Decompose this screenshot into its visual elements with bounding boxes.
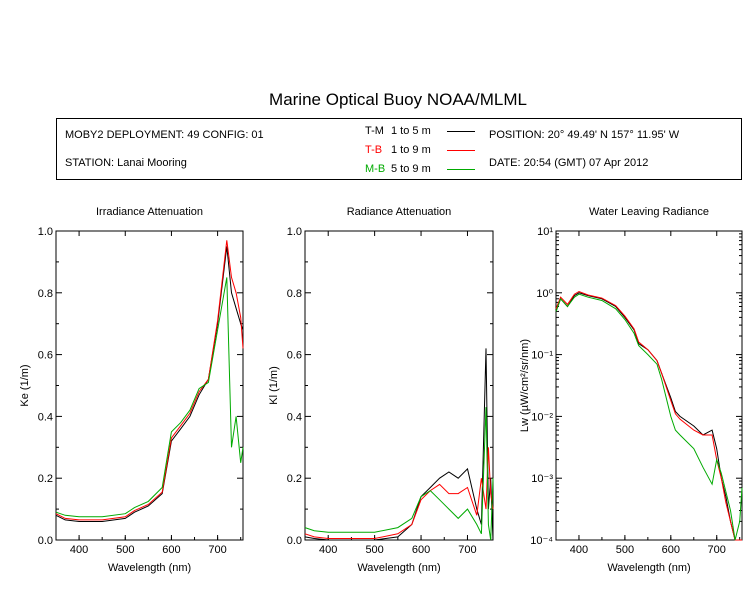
legend-code-tb: T-B xyxy=(365,144,383,156)
series-line-t-m xyxy=(555,292,742,541)
x-tick-label: 400 xyxy=(319,544,337,556)
series-line-m-b xyxy=(304,407,494,541)
series-line-m-b xyxy=(55,277,244,518)
x-tick-label: 700 xyxy=(208,544,226,556)
plot-frame xyxy=(304,230,494,541)
chart-title: Radiance Attenuation xyxy=(347,206,452,218)
y-tick-label: 0.6 xyxy=(287,350,302,362)
series-line-t-b xyxy=(304,447,494,539)
y-tick-label: 0.4 xyxy=(38,411,53,423)
info-box: MOBY2 DEPLOYMENT: 49 CONFIG: 01 STATION:… xyxy=(56,118,742,180)
legend-line-tm xyxy=(447,131,475,132)
legend-code-tm: T-M xyxy=(365,125,384,137)
y-tick-label: 10⁻³ xyxy=(531,473,553,485)
legend-range-tm: 1 to 5 m xyxy=(391,125,431,137)
legend-range-mb: 5 to 9 m xyxy=(391,163,431,175)
x-tick-label: 600 xyxy=(412,544,430,556)
position-text: POSITION: 20° 49.49' N 157° 11.95' W xyxy=(489,129,680,141)
x-tick-label: 500 xyxy=(365,544,383,556)
x-tick-label: 500 xyxy=(616,544,634,556)
y-tick-label: 0.0 xyxy=(287,535,302,547)
series-line-t-b xyxy=(55,240,244,521)
plot-frame xyxy=(555,230,743,541)
y-tick-label: 0.2 xyxy=(38,473,53,485)
y-axis-label: Kl (1/m) xyxy=(268,366,280,405)
chart-1: Irradiance Attenuation Wavelength (nm) Ke … xyxy=(19,206,244,574)
plot-frame xyxy=(55,230,244,541)
date-text: DATE: 20:54 (GMT) 07 Apr 2012 xyxy=(489,157,649,169)
x-tick-label: 500 xyxy=(116,544,134,556)
chart-2: Radiance Attenuation Wavelength (nm) Kl (1… xyxy=(268,206,494,574)
y-tick-label: 0.8 xyxy=(38,288,53,300)
legend-range-tb: 1 to 9 m xyxy=(391,144,431,156)
y-tick-label: 0.4 xyxy=(287,411,302,423)
series-line-t-b xyxy=(555,290,742,541)
legend-line-tb xyxy=(447,150,475,151)
series-line-t-m xyxy=(55,246,244,522)
legend-code-mb: M-B xyxy=(365,163,386,175)
y-axis-label: Ke (1/m) xyxy=(19,364,31,406)
x-tick-label: 600 xyxy=(662,544,680,556)
chart-title: Irradiance Attenuation xyxy=(96,206,203,218)
page-title: Marine Optical Buoy NOAA/MLML xyxy=(269,90,527,109)
y-tick-label: 10⁻¹ xyxy=(531,350,553,362)
y-tick-label: 1.0 xyxy=(38,226,53,238)
y-tick-label: 10⁻² xyxy=(531,411,553,423)
y-tick-label: 0.0 xyxy=(38,535,53,547)
x-tick-label: 700 xyxy=(708,544,726,556)
x-tick-label: 700 xyxy=(458,544,476,556)
y-tick-label: 0.6 xyxy=(38,350,53,362)
x-axis-label: Wavelength (nm) xyxy=(607,562,690,574)
series-line-t-m xyxy=(304,348,494,541)
y-tick-label: 0.2 xyxy=(287,473,302,485)
chart-title: Water Leaving Radiance xyxy=(589,206,709,218)
x-tick-label: 400 xyxy=(70,544,88,556)
y-tick-label: 10⁻⁴ xyxy=(530,535,553,547)
y-axis-label: Lw (µW/cm²/sr/nm) xyxy=(519,339,531,432)
y-tick-label: 1.0 xyxy=(287,226,302,238)
chart-3: Water Leaving Radiance Wavelength (nm) Lw … xyxy=(519,206,743,574)
legend-line-mb xyxy=(447,169,475,170)
x-tick-label: 400 xyxy=(570,544,588,556)
y-tick-label: 10¹ xyxy=(537,226,553,238)
y-tick-label: 10⁰ xyxy=(536,288,553,300)
deployment-text: MOBY2 DEPLOYMENT: 49 CONFIG: 01 xyxy=(65,129,264,141)
x-axis-label: Wavelength (nm) xyxy=(108,562,191,574)
x-axis-label: Wavelength (nm) xyxy=(357,562,440,574)
series-line-m-b xyxy=(555,293,743,541)
station-text: STATION: Lanai Mooring xyxy=(65,157,187,169)
x-tick-label: 600 xyxy=(162,544,180,556)
y-tick-label: 0.8 xyxy=(287,288,302,300)
